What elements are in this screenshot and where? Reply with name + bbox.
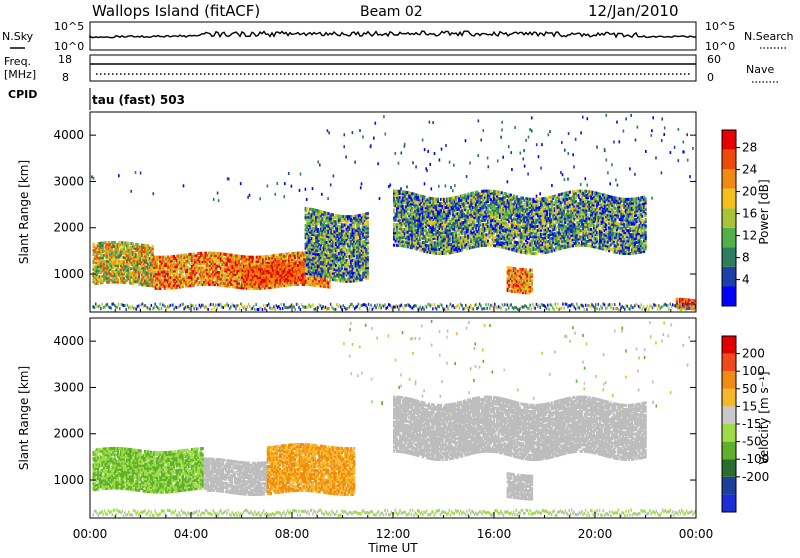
power-cell	[252, 256, 254, 259]
nsky-tick-top: 10^5	[54, 20, 84, 33]
nave-tick-bottom: 0	[707, 71, 714, 84]
power-cell	[367, 256, 369, 259]
power-cell	[393, 208, 395, 211]
power-cell	[127, 242, 129, 245]
power-cell	[329, 286, 331, 289]
power-cell	[93, 243, 95, 246]
freq-label: Freq.	[4, 55, 31, 68]
freq-strip-frame	[90, 55, 696, 81]
freq-unit: [MHz]	[4, 68, 36, 81]
nsky-trace	[90, 31, 696, 38]
nsky-tick-bottom: 10^0	[54, 40, 84, 53]
nsearch-tick-bottom: 10^0	[705, 40, 735, 53]
power-cell	[367, 212, 369, 215]
nave-tick-top: 60	[707, 53, 721, 66]
nsky-label: N.Sky	[2, 30, 34, 43]
power-cell	[437, 198, 439, 201]
power-cell	[367, 220, 369, 223]
power-cell	[423, 196, 425, 199]
power-cell	[367, 245, 369, 248]
cpid-label: CPID	[8, 88, 37, 101]
power-cell	[393, 244, 395, 247]
power-cell	[367, 239, 369, 242]
nsearch-tick-top: 10^5	[705, 20, 735, 33]
nsearch-label: N.Search	[744, 30, 794, 43]
beam-label: Beam 02	[360, 4, 423, 20]
site-title: Wallops Island (fitACF)	[92, 2, 260, 20]
power-cell	[117, 279, 119, 282]
power-cell	[152, 245, 154, 248]
power-heatmap	[91, 114, 697, 311]
power-cell	[367, 252, 369, 255]
nave-label: Nave	[746, 63, 774, 76]
freq-tick-bottom: 8	[62, 71, 69, 84]
power-cell	[295, 262, 297, 265]
date-label: 12/Jan/2010	[588, 2, 679, 20]
freq-tick-top: 18	[58, 53, 72, 66]
cpid-value: tau (fast) 503	[92, 93, 185, 107]
